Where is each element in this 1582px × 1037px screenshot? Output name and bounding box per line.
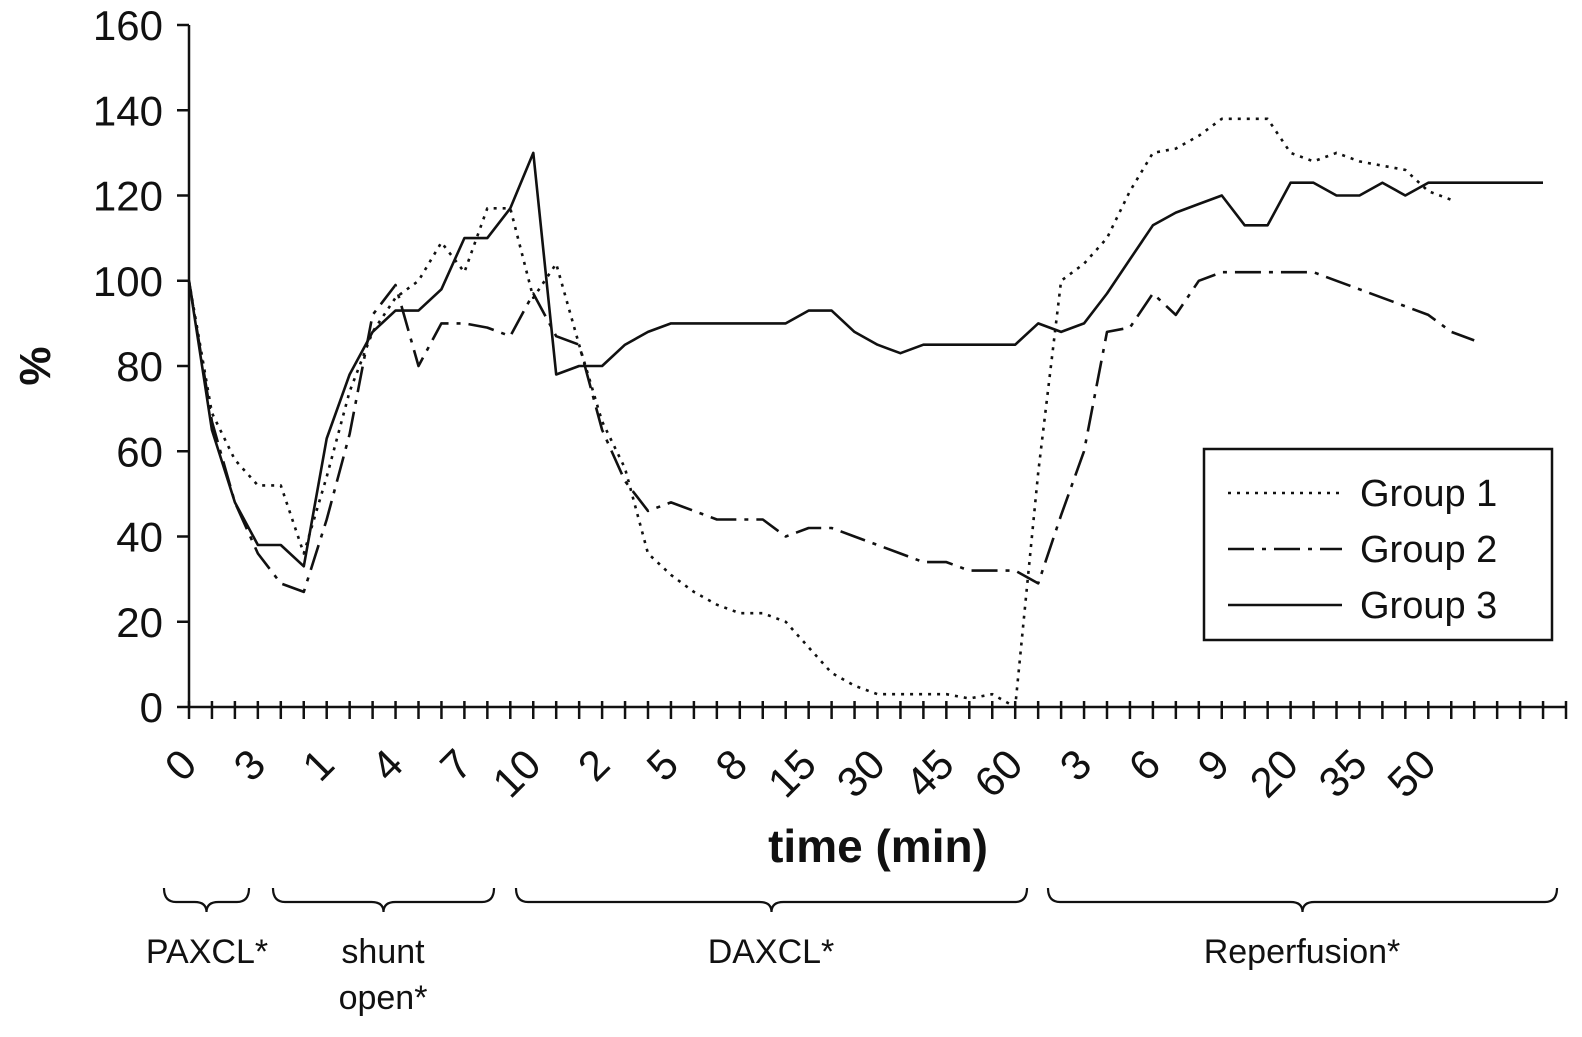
x-tick-label: 50 xyxy=(1378,740,1444,806)
x-tick-label: 2 xyxy=(569,740,619,790)
legend: Group 1 Group 2 Group 3 xyxy=(1202,447,1554,642)
x-tick-label: 4 xyxy=(362,740,412,790)
x-tick-label: 15 xyxy=(759,740,825,806)
x-tick-label: 8 xyxy=(706,740,756,790)
x-tick-label: 60 xyxy=(965,740,1031,806)
y-tick-label: 140 xyxy=(93,87,163,134)
x-tick-label: 20 xyxy=(1241,740,1307,806)
axis-labels: time (min)% xyxy=(11,346,988,872)
x-tick-label: 7 xyxy=(431,740,481,790)
y-tick-label: 80 xyxy=(116,343,163,390)
legend-box xyxy=(1202,447,1554,642)
series-line-2 xyxy=(187,270,1475,594)
legend-label: Group 1 xyxy=(1360,473,1497,515)
phase-label: Reperfusion* xyxy=(1204,933,1401,971)
phase-label: PAXCL* xyxy=(146,933,268,971)
y-tick-label: 40 xyxy=(116,514,163,561)
x-tick-label: 35 xyxy=(1310,740,1376,806)
phase-brace xyxy=(514,887,1029,913)
x-axis-title: time (min) xyxy=(768,820,988,872)
y-tick-label: 20 xyxy=(116,599,163,646)
x-tick-label: 0 xyxy=(156,740,206,790)
x-tick-label: 1 xyxy=(293,740,343,790)
y-tick-label: 100 xyxy=(93,258,163,305)
x-tick-label: 6 xyxy=(1120,740,1170,790)
series-layer xyxy=(187,117,1543,709)
phase-label: shunt open* xyxy=(339,933,428,1017)
legend-label: Group 2 xyxy=(1360,529,1497,571)
x-tick-label: 10 xyxy=(483,740,549,806)
y-tick-label: 160 xyxy=(93,2,163,49)
phase-annotations: PAXCL* shunt open* DAXCL* Reperfusion* xyxy=(146,887,1559,1017)
phase-brace xyxy=(162,887,251,913)
phase-brace xyxy=(271,887,496,913)
x-tick-label: 9 xyxy=(1188,740,1238,790)
legend-label: Group 3 xyxy=(1360,585,1497,627)
y-axis-title: % xyxy=(11,346,60,385)
x-tick-label: 5 xyxy=(638,740,688,790)
x-tick-label: 30 xyxy=(828,740,894,806)
phase-label: DAXCL* xyxy=(708,933,835,971)
y-tick-label: 60 xyxy=(116,428,163,475)
y-tick-label: 0 xyxy=(140,684,163,731)
x-tick-label: 3 xyxy=(1051,740,1101,790)
series-line-3 xyxy=(187,151,1543,568)
y-tick-label: 120 xyxy=(93,173,163,220)
x-tick-label: 3 xyxy=(224,740,274,790)
phase-brace xyxy=(1046,887,1559,913)
x-tick-label: 45 xyxy=(896,740,962,806)
